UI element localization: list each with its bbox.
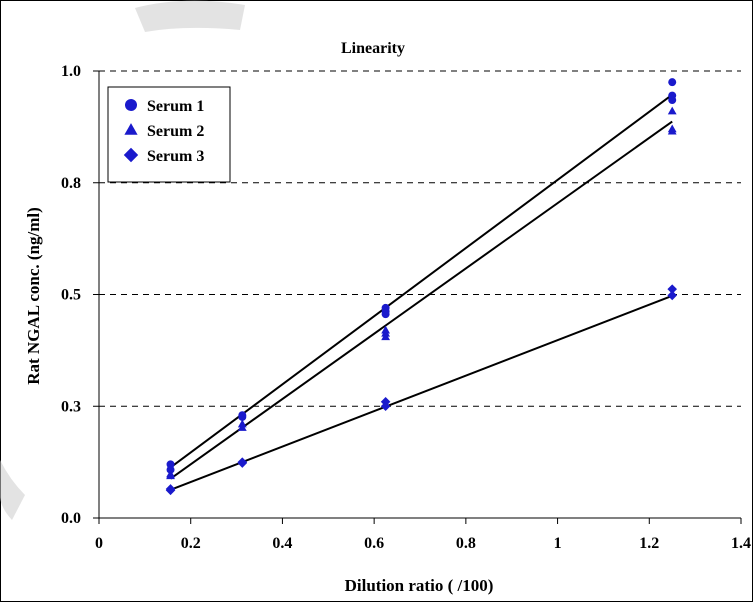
legend-marker-circle (125, 99, 137, 111)
axes (93, 70, 742, 524)
data-point-diamond (667, 284, 678, 294)
gridlines (99, 70, 741, 407)
data-point-circle (668, 78, 677, 87)
x-tick-label: 0.6 (364, 535, 384, 552)
data-point-diamond (165, 485, 176, 496)
y-tick-label: 0.8 (61, 175, 81, 192)
x-axis-label: Dilution ratio ( /100) (345, 576, 494, 595)
x-tick-label: 0.2 (181, 535, 201, 552)
y-tick-label: 0.0 (61, 510, 81, 527)
data-point-circle (668, 96, 677, 105)
data-point-circle (238, 412, 247, 421)
x-tick-labels: 0 0.2 0.4 0.6 0.8 1 1.2 1.4 (95, 535, 751, 552)
y-tick-label: 0.3 (61, 398, 81, 415)
data-point-triangle (381, 328, 391, 337)
x-tick-label: 1 (554, 535, 562, 552)
chart-title: Linearity (341, 40, 405, 57)
data-point-triangle (166, 471, 175, 480)
fit-line (170, 294, 673, 491)
legend-label: Serum 3 (147, 148, 204, 165)
data-point-diamond (237, 458, 248, 468)
y-tick-labels: 0.0 0.3 0.5 0.8 1.0 (61, 63, 81, 527)
legend: Serum 1 Serum 2 Serum 3 (107, 86, 231, 183)
y-tick-label: 1.0 (61, 63, 81, 80)
fit-line (169, 120, 673, 480)
x-tick-label: 0 (95, 535, 103, 552)
fit-line (169, 93, 673, 469)
legend-label: Serum 2 (147, 123, 204, 140)
data-points (165, 78, 678, 496)
data-point-triangle (237, 423, 247, 431)
data-point-diamond (380, 401, 391, 412)
x-tick-label: 0.8 (456, 535, 476, 552)
data-point-triangle (667, 106, 677, 115)
data-point-triangle (667, 126, 677, 135)
legend-marker-triangle (124, 123, 138, 135)
legend-marker-diamond (123, 147, 139, 163)
x-tick-label: 1.4 (731, 535, 751, 552)
x-tick-label: 1.2 (639, 535, 659, 552)
x-tick-label: 0.4 (272, 535, 292, 552)
data-point-circle (381, 307, 390, 316)
legend-label: Serum 1 (147, 98, 204, 115)
data-point-diamond (667, 290, 678, 301)
y-tick-label: 0.5 (61, 287, 81, 304)
fit-lines (169, 93, 673, 491)
y-axis-label: Rat NGAL conc. (ng/ml) (24, 207, 43, 385)
